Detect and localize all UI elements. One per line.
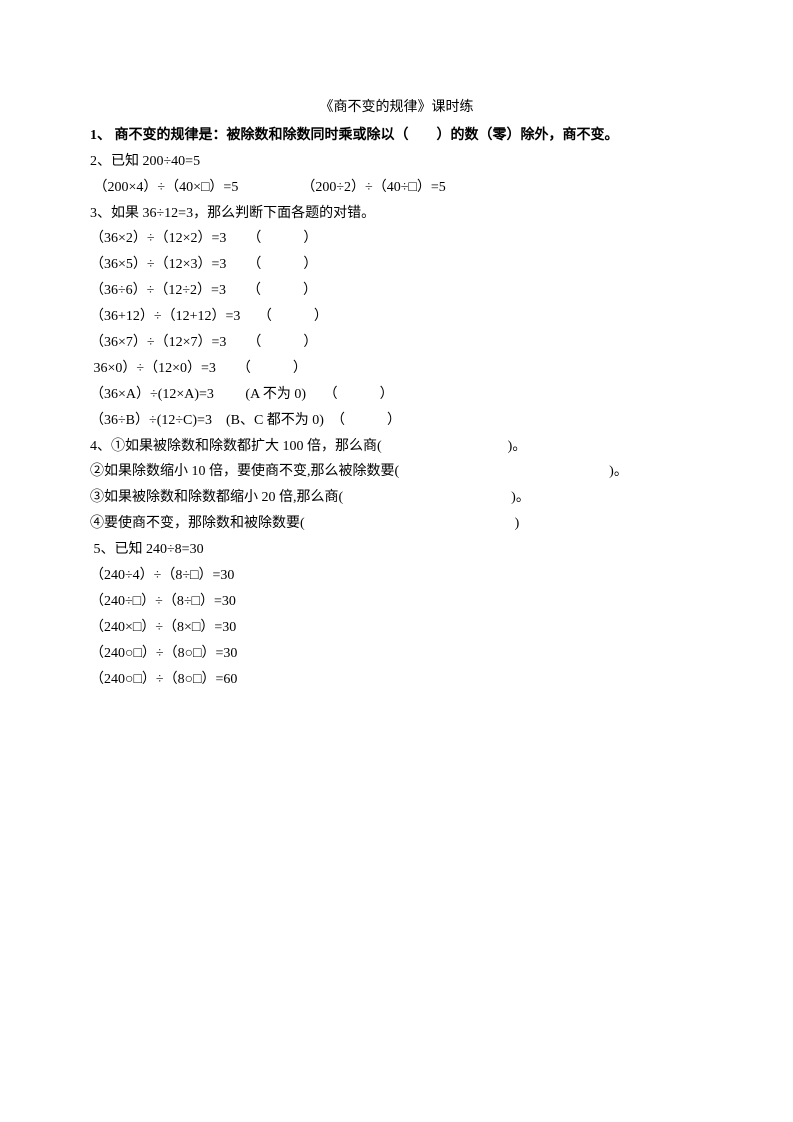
worksheet-line: （240÷□）÷（8÷□）=30 [90, 589, 703, 615]
worksheet-line: （240○□）÷（8○□）=60 [90, 667, 703, 693]
worksheet-content: 1、 商不变的规律是：被除数和除数同时乘或除以（ ）的数（零）除外，商不变。2、… [90, 123, 703, 693]
worksheet-line: （200×4）÷（40×□）=5 （200÷2）÷（40÷□）=5 [90, 175, 703, 201]
worksheet-line: （240×□）÷（8×□）=30 [90, 615, 703, 641]
worksheet-line: （36×5）÷（12×3）=3 （ ） [90, 252, 703, 278]
worksheet-line: （36×2）÷（12×2）=3 （ ） [90, 226, 703, 252]
worksheet-line: ②如果除数缩小 10 倍，要使商不变,那么被除数要( )。 [90, 459, 703, 485]
worksheet-line: （36÷B）÷(12÷C)=3 (B、C 都不为 0) （ ） [90, 408, 703, 434]
worksheet-line: （36×7）÷（12×7）=3 （ ） [90, 330, 703, 356]
worksheet-title: 《商不变的规律》课时练 [90, 95, 703, 121]
worksheet-line: （240○□）÷（8○□）=30 [90, 641, 703, 667]
worksheet-line: （36÷6）÷（12÷2）=3 （ ） [90, 278, 703, 304]
worksheet-line: （36×A）÷(12×A)=3 (A 不为 0) （ ） [90, 382, 703, 408]
worksheet-line: 5、已知 240÷8=30 [90, 537, 703, 563]
worksheet-line: 1、 商不变的规律是：被除数和除数同时乘或除以（ ）的数（零）除外，商不变。 [90, 123, 703, 149]
worksheet-line: 4、①如果被除数和除数都扩大 100 倍，那么商( )。 [90, 434, 703, 460]
worksheet-line: 2、已知 200÷40=5 [90, 149, 703, 175]
worksheet-line: （36+12）÷（12+12）=3 （ ） [90, 304, 703, 330]
worksheet-line: 36×0）÷（12×0）=3 （ ） [90, 356, 703, 382]
worksheet-line: ③如果被除数和除数都缩小 20 倍,那么商( )。 [90, 485, 703, 511]
worksheet-line: 3、如果 36÷12=3，那么判断下面各题的对错。 [90, 201, 703, 227]
worksheet-line: ④要使商不变，那除数和被除数要( ) [90, 511, 703, 537]
worksheet-line: （240÷4）÷（8÷□）=30 [90, 563, 703, 589]
